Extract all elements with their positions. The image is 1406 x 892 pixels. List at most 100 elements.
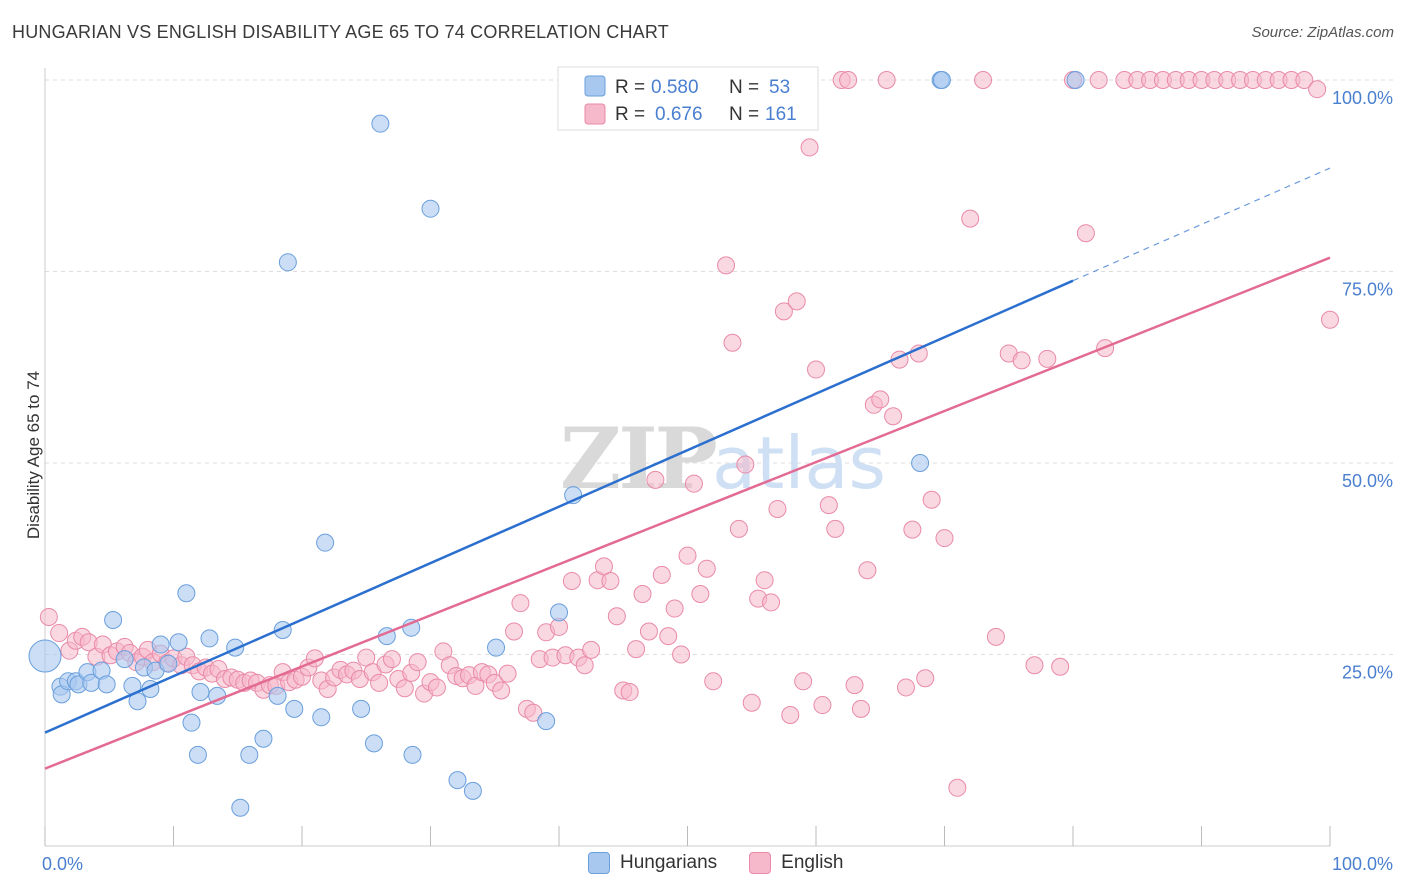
english-point [607,607,626,626]
english-point [781,706,800,725]
tick-labels: 25.0% 50.0% 75.0% 100.0% 0.0% 100.0% [42,88,1393,874]
english-point [620,683,639,702]
hungarians-point [240,745,259,764]
english-point [639,622,658,641]
english-point [948,778,967,797]
hungarians-point [254,729,273,748]
english-point [896,678,915,697]
english-point [877,71,896,89]
english-point [1321,310,1339,329]
english-point [1025,656,1044,675]
english-point [794,672,813,691]
hungarians-point [932,71,951,89]
english-point [492,681,511,700]
english-point [729,519,748,538]
y-axis-label: Disability Age 65 to 74 [24,370,43,540]
stats-n-label-2: N = [729,104,759,125]
hungarians-point [177,584,196,603]
hungarians-point [182,713,201,732]
legend-item-english[interactable]: English [749,852,844,874]
hungarians-point [352,699,371,718]
english-points [39,71,1339,797]
hungarians-point [268,686,287,705]
x-tick-label: 0.0% [42,854,83,874]
english-point [382,650,401,669]
trend-lines [44,167,1331,770]
english-point [762,593,781,612]
english-point [684,474,703,493]
english-point [582,640,601,659]
english-point [665,599,684,618]
hungarians-point [316,533,335,552]
english-point [1051,657,1070,676]
english-point [768,499,787,518]
hungarians-points [28,71,1085,817]
english-point [498,664,517,683]
english-point [659,627,678,646]
hungarians-point [371,114,390,133]
hungarians-point [159,654,178,673]
y-tick-label: 25.0% [1342,663,1393,683]
legend-item-hungarians[interactable]: Hungarians [588,852,717,874]
english-point [1089,71,1108,89]
hungarians-point [169,633,188,652]
bottom-legend: Hungarians English [588,852,866,874]
english-point [704,672,723,691]
english-point [678,546,697,565]
english-point [50,624,69,643]
english-point [627,640,646,659]
english-point [851,699,870,718]
english-point [370,673,389,692]
hungarians-point [1066,71,1085,89]
english-point [961,209,980,228]
hungarians-point [403,745,422,764]
hungarians-point [550,603,568,622]
legend-label-hungarians: Hungarians [620,852,718,873]
english-point [813,696,832,715]
stats-n-value-1: 53 [769,77,790,98]
watermark-zip: ZIP [560,409,717,508]
hungarians-point [421,199,440,218]
english-point [839,71,858,89]
source-label: Source: ZipAtlas.com [1251,24,1394,41]
hungarians-point [191,683,210,702]
english-point [505,622,524,641]
english-point [935,529,954,548]
english-point [986,627,1005,646]
legend-swatch-english [749,852,772,874]
english-point [1076,224,1095,243]
stats-legend: R = 0.580 N = 53 R = 0.676 N = 161 [557,66,819,131]
legend-label-english: English [781,852,844,873]
axes [44,68,1331,847]
english-point [562,571,581,590]
hungarians-point [312,708,331,727]
hungarians-trend-line [44,279,1074,734]
english-point [903,520,922,539]
english-point [742,693,761,712]
english-point [871,390,890,409]
hungarians-point [104,611,123,630]
english-point [575,656,594,675]
english-point [511,594,530,613]
english-point [736,455,755,474]
english-point [819,496,838,515]
hungarians-point [278,253,297,272]
hungarians-point [28,639,62,673]
y-tick-label: 75.0% [1342,280,1393,300]
stats-r-label-1: R = [615,77,645,98]
hungarians-point [285,699,304,718]
hungarians-point [448,771,467,790]
hungarians-trend-extension [1072,167,1331,282]
hungarians-point [231,798,250,817]
english-point [922,490,941,509]
stats-swatch-hungarians [584,75,606,97]
x-tick-label: 100.0% [1332,854,1393,874]
y-tick-label: 100.0% [1332,88,1393,108]
english-point [884,407,903,426]
english-point [974,71,993,89]
hungarians-point [97,675,116,694]
english-point [845,676,864,695]
english-point [723,333,742,352]
hungarians-point [911,454,930,472]
